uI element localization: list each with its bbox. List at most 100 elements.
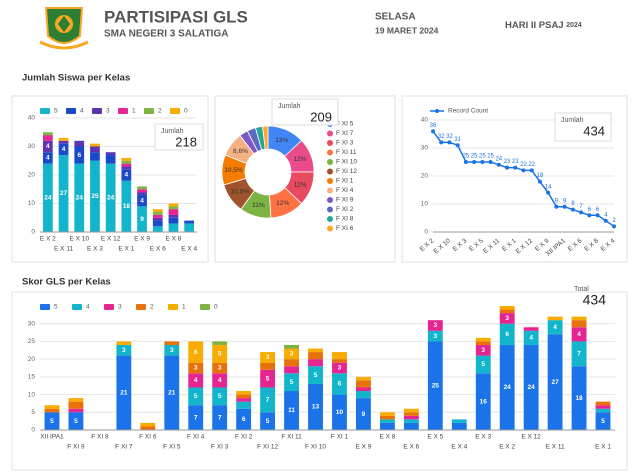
bar-segment [212,341,228,345]
point-label: 6 [588,207,592,213]
x-tick-label: F XI 5 [163,444,181,451]
bar-segment [105,163,116,232]
bar-segment [332,352,347,360]
bar-value-label: 10 [336,409,344,416]
bar-segment [260,387,276,413]
legend-swatch [104,304,114,310]
bar-value-label: 4 [125,172,129,179]
bar-segment [308,383,323,430]
bar-segment [547,316,563,321]
bar-segment [547,334,563,430]
bar-segment [188,387,204,406]
bar-segment [475,337,491,342]
point-label: 23 [512,159,519,165]
bar-value-label: 3 [434,333,438,340]
legend-swatch [327,178,333,184]
legend-label: 1 [132,108,136,115]
bar-segment [284,373,299,392]
point-label: 25 [487,154,494,160]
bar-segment [121,180,132,232]
bar-value-label: 5 [601,418,605,425]
bar-value-label: 3 [290,351,294,358]
y-tick-label: 10 [421,201,429,208]
bar-value-label: 4 [46,155,50,162]
point [562,204,567,209]
legend-swatch [118,108,128,114]
legend-label: 4 [86,304,90,311]
section-title: Jumlah Siswa per Kelas [22,73,130,84]
x-tick-label: E X 8 [165,236,181,243]
bar-segment [58,140,69,144]
legend-label: F XI 7 [336,130,354,137]
point [537,179,542,184]
y-tick-label: 0 [424,229,428,236]
bar-segment [184,223,195,232]
point-label: 2 [612,218,616,224]
y-tick-label: 20 [28,172,36,179]
point-label: 7 [579,204,583,210]
scorecard-value: 209 [310,109,332,124]
x-tick-label: E X 1 [118,246,134,253]
point-label: 9 [555,198,559,204]
bar-value-label: 24 [44,195,52,202]
slice-label: 12% [294,181,307,188]
bar-value-label: 4 [194,377,198,384]
bar-segment [308,352,323,360]
section-title: Skor GLS per Kelas [22,277,111,288]
bar-segment [595,412,611,430]
bar-segment [356,376,371,381]
bar-segment [168,217,179,224]
bar-segment [68,408,84,413]
legend-label: F XI 1 [336,178,354,185]
legend-label: F XI 11 [336,149,357,156]
point-label: 6 [596,207,600,213]
legend-label: F XI 3 [336,140,354,147]
bar-segment [168,214,179,218]
bar-segment [152,217,163,221]
legend-label: F XI 8 [336,216,354,223]
bar-segment [90,160,100,232]
bar-value-label: 13 [312,404,320,411]
bar-value-label: 7 [218,414,222,421]
point-label: 32 [446,134,453,140]
y-tick-label: 5 [31,409,35,416]
bar-value-label: 4 [218,377,222,384]
legend-label: F XI 6 [336,225,354,232]
bar-segment [284,359,299,367]
scorecard [271,98,339,126]
legend-swatch [40,304,50,310]
x-tick-label: F XI 2 [235,434,253,441]
legend-swatch [327,159,333,165]
bar-segment [42,163,53,232]
point-label: 22 [520,162,527,168]
x-tick-label: E X 5 [427,434,443,441]
bar-segment [499,323,515,345]
bar-value-label: 16 [480,398,488,405]
bar-value-label: 3 [505,315,509,322]
legend-swatch [327,197,333,203]
point [513,165,518,170]
bar-value-label: 4 [62,146,66,153]
legend-swatch [327,225,333,232]
point [496,162,501,167]
bar-segment [356,387,371,392]
point-label: 8 [571,201,575,207]
bar-segment [523,330,539,345]
bar-segment [571,341,587,367]
bar-segment [356,398,371,430]
bar-segment [137,192,147,195]
legend-label: F XI 4 [336,187,354,194]
event-year: 2024 [566,22,582,29]
y-tick-label: 0 [31,427,35,434]
bar-segment [152,226,163,232]
point [447,140,452,145]
point-label: 24 [495,156,502,162]
bar-segment [308,348,323,353]
x-tick-label: E X 9 [355,444,371,451]
bar-segment [379,419,395,423]
scorecard-label: Total [574,286,589,293]
bar-segment [403,412,419,416]
bar-segment [236,394,252,399]
slice-label: 12% [276,200,289,207]
bar-segment [356,380,371,388]
